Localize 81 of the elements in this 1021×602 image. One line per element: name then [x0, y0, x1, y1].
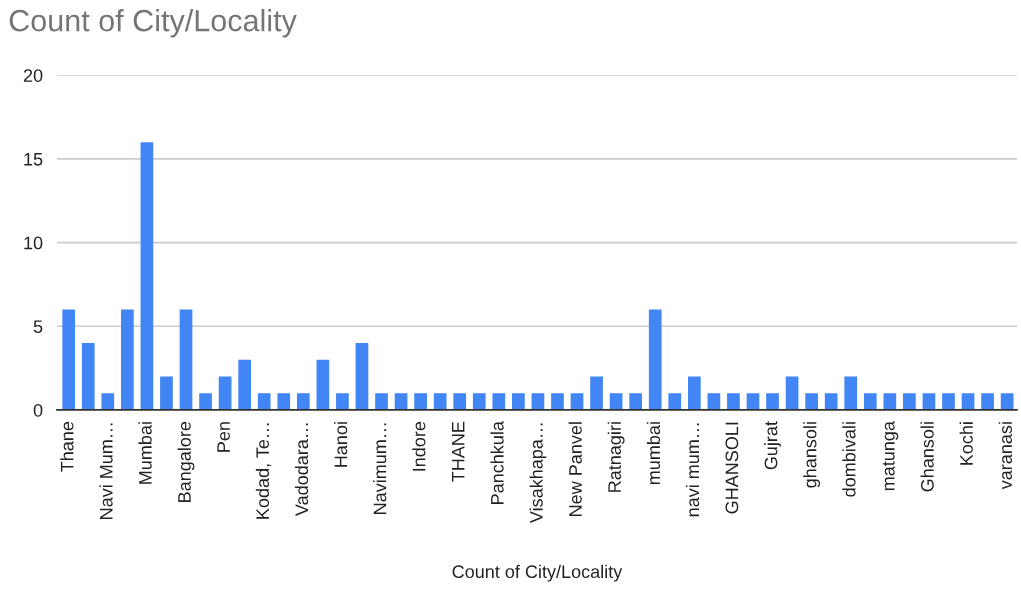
bar	[766, 393, 779, 410]
bar	[805, 393, 818, 410]
bar	[512, 393, 525, 410]
bar	[883, 393, 897, 410]
x-tick-label: Panchkula	[490, 421, 504, 504]
bar	[199, 393, 212, 410]
x-tick-label: Mumbai	[138, 422, 152, 484]
x-tick-label: matunga	[882, 421, 899, 491]
bar	[472, 393, 486, 410]
bar	[1000, 393, 1014, 410]
bar	[179, 309, 193, 410]
bar	[62, 309, 76, 410]
bar	[492, 393, 506, 410]
x-tick-label: mumbai	[646, 422, 661, 485]
x-tick-label: THANE	[451, 421, 465, 482]
x-tick-label: Ratnagiri	[607, 422, 625, 492]
bar	[903, 393, 916, 410]
x-tick-label: Bangalore	[177, 421, 195, 502]
x-axis-title: Count of City/Locality	[452, 564, 623, 582]
x-tick-label: varanasi	[998, 422, 1012, 490]
x-tick-label: Hanoi	[334, 422, 348, 467]
x-tick-label: Kodad, Te…	[255, 423, 272, 519]
y-tick-label: 0	[33, 403, 43, 417]
bar	[844, 376, 858, 410]
x-tick-label: Ghansoli	[920, 422, 934, 492]
x-tick-label: Thane	[60, 421, 74, 472]
x-tick-label: ghansoli	[803, 422, 821, 488]
bar	[218, 376, 232, 410]
bar	[453, 393, 467, 410]
y-tick-label: 20	[23, 69, 43, 82]
bar	[394, 393, 408, 410]
bar	[648, 309, 662, 410]
bar	[296, 393, 310, 410]
x-tick-label: Visakhapa…	[529, 423, 547, 524]
x-tick-label: Kochi	[959, 422, 973, 465]
x-tick-label: Vadodara…	[294, 423, 309, 517]
x-tick-label: dombivali	[842, 422, 856, 497]
bar	[375, 393, 388, 410]
bar	[570, 393, 584, 410]
bar	[355, 343, 369, 410]
bar	[707, 393, 721, 410]
bar	[238, 359, 252, 410]
x-tick-label: Pen	[217, 422, 230, 452]
bar	[863, 393, 877, 410]
bar	[668, 393, 682, 410]
bar	[629, 393, 643, 410]
bar	[81, 343, 95, 410]
x-tick-label: GHANSOLI	[725, 422, 739, 514]
bar	[687, 376, 701, 410]
bar	[140, 142, 154, 410]
x-tick-label: Navi Mum…	[99, 423, 113, 519]
x-tick-label: Gujrat	[764, 421, 781, 470]
y-tick-label: 5	[33, 320, 43, 333]
bar	[824, 393, 838, 410]
bar	[160, 376, 173, 410]
bar	[316, 359, 330, 410]
bar	[727, 393, 740, 410]
bar	[531, 393, 545, 410]
bar	[414, 393, 427, 410]
bar	[336, 393, 349, 410]
bar	[961, 393, 975, 410]
bar	[433, 393, 447, 410]
bar	[922, 393, 936, 410]
bar	[257, 393, 271, 410]
bar	[609, 393, 623, 410]
bar	[277, 393, 291, 410]
x-tick-label: Indore	[412, 421, 426, 471]
x-tick-label: Navimum…	[373, 423, 387, 514]
bar	[981, 393, 994, 410]
bar	[590, 376, 603, 410]
x-tick-label: New Panvel	[568, 422, 582, 516]
bar	[942, 393, 955, 410]
y-tick-label: 10	[24, 236, 43, 250]
y-tick-label: 15	[24, 153, 43, 166]
chart-title: Count of City/Locality	[9, 9, 297, 38]
x-tick-label: navi mum…	[685, 423, 700, 517]
bar	[551, 393, 564, 410]
bar	[785, 376, 799, 410]
bar	[121, 309, 134, 410]
bar	[101, 393, 115, 410]
bar	[746, 393, 760, 410]
